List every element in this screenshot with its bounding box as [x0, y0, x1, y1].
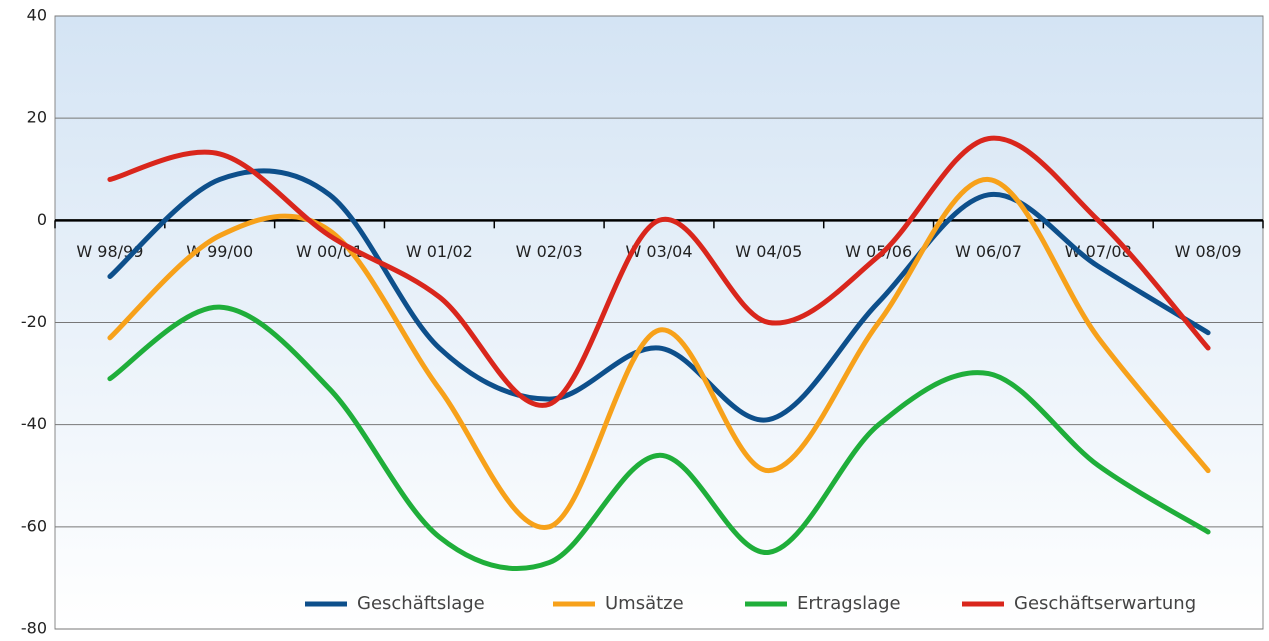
legend-label: Geschäftserwartung [1014, 593, 1196, 614]
legend-label: Geschäftslage [357, 593, 485, 614]
y-tick-label: -40 [21, 414, 47, 433]
y-tick-label: -80 [21, 619, 47, 638]
x-tick-label: W 08/09 [1175, 242, 1242, 261]
series-line [107, 135, 1211, 408]
x-tick-label: W 01/02 [406, 242, 473, 261]
y-tick-label: 0 [37, 210, 47, 229]
x-tick-label: W 05/06 [845, 242, 912, 261]
legend-label: Umsätze [605, 593, 684, 614]
y-tick-label: 20 [27, 108, 47, 127]
y-tick-label: 40 [27, 6, 47, 25]
y-tick-label: -60 [21, 516, 47, 535]
series-line [107, 176, 1211, 530]
x-tick-label: W 02/03 [516, 242, 583, 261]
series-line [107, 304, 1211, 571]
y-tick-label: -20 [21, 312, 47, 331]
x-tick-label: W 06/07 [955, 242, 1022, 261]
x-tick-label: W 04/05 [735, 242, 802, 261]
x-tick-label: W 03/04 [625, 242, 692, 261]
legend-label: Ertragslage [797, 593, 901, 614]
